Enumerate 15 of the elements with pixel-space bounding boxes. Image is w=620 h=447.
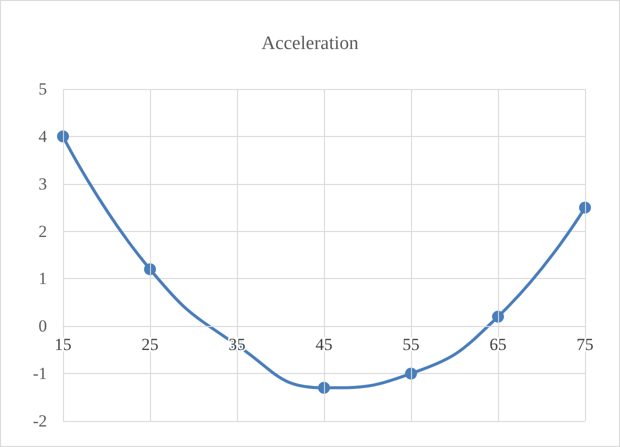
y-tick-label: -1 [32, 364, 47, 384]
x-tick-label: 25 [142, 335, 158, 354]
x-tick-label: 75 [576, 335, 594, 354]
x-tick-label: 65 [490, 335, 506, 354]
x-tick-label: 55 [402, 335, 420, 354]
x-tick-label: 15 [54, 335, 72, 354]
y-tick-label: -2 [32, 412, 47, 430]
chart-title: Acceleration [261, 33, 360, 54]
y-tick-label: 4 [38, 126, 48, 146]
x-tick-label: 45 [316, 335, 332, 354]
y-tick-label: 0 [38, 316, 47, 336]
y-tick-label: 1 [38, 269, 47, 288]
y-tick-label: 2 [38, 222, 47, 241]
y-tick-label: 3 [38, 174, 47, 194]
y-tick-label: 5 [38, 80, 47, 98]
